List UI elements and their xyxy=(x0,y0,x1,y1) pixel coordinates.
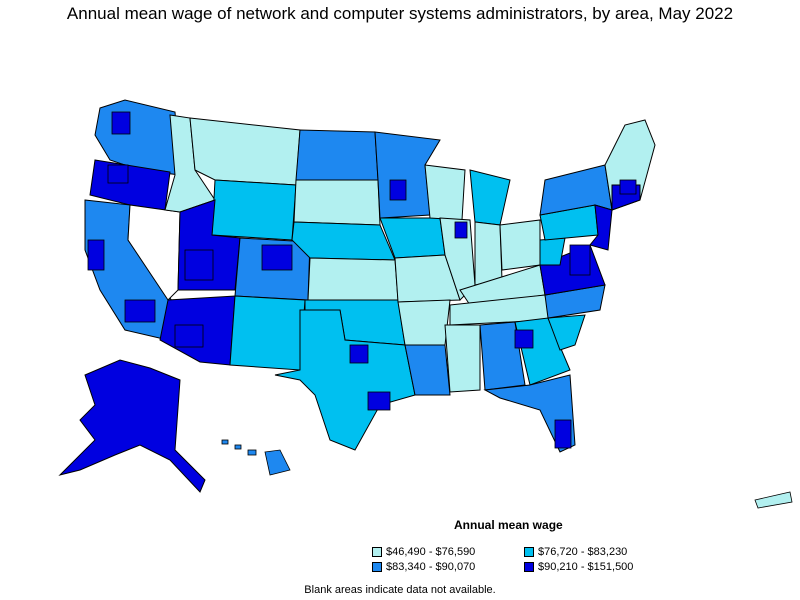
metro-seattle xyxy=(111,111,131,135)
region-indiana xyxy=(474,221,503,286)
legend-item-tier4: $90,210 - $151,500 xyxy=(524,561,633,573)
legend-swatch-tier1 xyxy=(372,547,382,557)
metro-phoenix xyxy=(174,324,204,348)
metro-salt-lake xyxy=(184,249,214,281)
legend-swatch-tier3 xyxy=(372,562,382,572)
region-ohio xyxy=(499,219,541,271)
metro-highlights xyxy=(87,111,637,449)
contiguous-us xyxy=(84,99,656,453)
metro-portland xyxy=(107,164,129,184)
region-texas xyxy=(274,309,416,451)
region-south-dakota xyxy=(293,179,381,226)
region-south-carolina xyxy=(547,314,586,351)
region-wisconsin xyxy=(424,164,466,221)
region-kansas xyxy=(307,257,399,301)
map-title: Annual mean wage of network and computer… xyxy=(66,4,734,23)
region-mississippi xyxy=(444,324,481,393)
region-louisiana xyxy=(404,344,451,396)
metro-atlanta xyxy=(514,329,534,349)
footnote: Blank areas indicate data not available. xyxy=(304,584,496,596)
metro-minneapolis xyxy=(389,179,407,201)
metro-dallas xyxy=(349,344,369,364)
region-alaska xyxy=(58,359,206,493)
legend-item-tier1: $46,490 - $76,590 xyxy=(372,546,475,558)
region-north-dakota xyxy=(295,129,379,181)
legend-label-tier4: $90,210 - $151,500 xyxy=(538,561,634,573)
legend-item-tier3: $83,340 - $90,070 xyxy=(372,561,475,573)
metro-miami xyxy=(554,419,572,449)
region-mid-atlantic xyxy=(589,204,613,251)
metro-dc xyxy=(569,244,591,276)
region-michigan xyxy=(469,169,511,226)
metro-houston xyxy=(367,391,391,411)
region-arkansas xyxy=(397,299,451,346)
metro-chicago xyxy=(454,221,468,239)
legend-swatch-tier2 xyxy=(524,547,534,557)
metro-bay-area xyxy=(87,239,105,271)
region-west-virginia xyxy=(539,237,566,266)
metro-denver xyxy=(261,244,293,271)
region-hawaii xyxy=(221,439,291,476)
region-wyoming xyxy=(211,179,297,241)
metro-boston xyxy=(619,179,637,195)
legend-label-tier2: $76,720 - $83,230 xyxy=(538,546,628,558)
legend-swatch-tier4 xyxy=(524,562,534,572)
region-nebraska xyxy=(291,221,396,261)
region-new-mexico xyxy=(229,295,306,371)
region-puerto-rico xyxy=(754,491,793,509)
region-alabama xyxy=(479,321,526,391)
legend-label-tier1: $46,490 - $76,590 xyxy=(386,546,476,558)
region-montana xyxy=(189,117,301,186)
legend-label-tier3: $83,340 - $90,070 xyxy=(386,561,476,573)
metro-los-angeles xyxy=(124,299,156,323)
legend-title: Annual mean wage xyxy=(454,518,563,532)
region-florida xyxy=(483,374,576,453)
legend-item-tier2: $76,720 - $83,230 xyxy=(524,546,627,558)
